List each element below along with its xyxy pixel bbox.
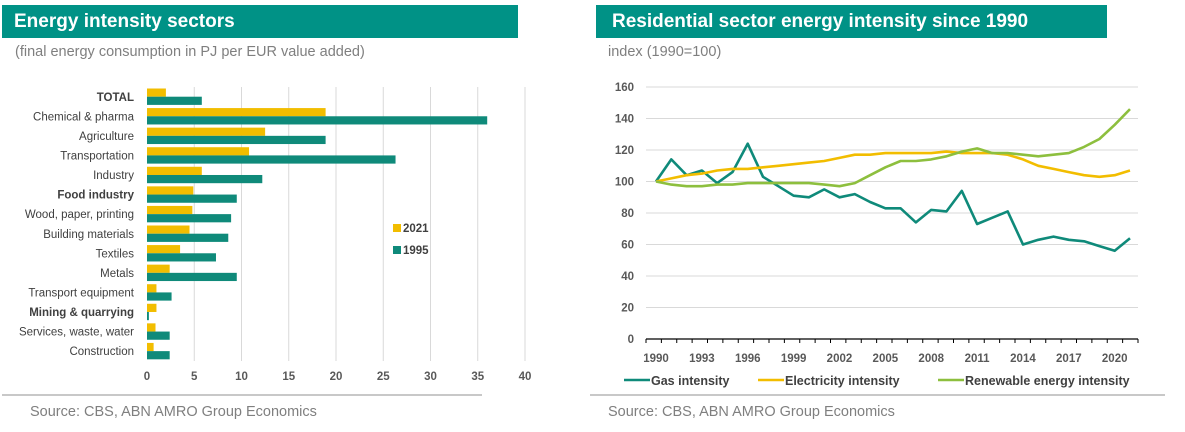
chart-title: Residential sector energy intensity sinc…: [596, 5, 1107, 38]
y-tick-label: 40: [621, 271, 634, 283]
bar-2021: [147, 303, 157, 312]
x-tick-label: 10: [235, 371, 248, 383]
bar-2021: [147, 147, 250, 156]
x-tick-label: 35: [471, 371, 484, 383]
y-tick-label: 100: [615, 177, 634, 189]
bar-2021: [147, 284, 157, 293]
category-label: Mining & quarrying: [29, 307, 134, 319]
x-tick-label: 1999: [781, 353, 807, 365]
bar-1995: [147, 155, 396, 164]
bar-2021: [147, 342, 154, 352]
bar-2021: [147, 108, 326, 117]
x-tick-label: 20: [330, 371, 343, 383]
category-label: Agriculture: [79, 131, 134, 143]
bar-1995: [147, 292, 172, 301]
category-label: Construction: [69, 346, 134, 358]
y-tick-label: 20: [621, 303, 634, 315]
source-divider: [2, 394, 482, 396]
x-tick-label: 15: [282, 371, 295, 383]
category-label: Textiles: [96, 248, 135, 260]
bar-2021: [147, 186, 194, 195]
x-tick-label: 0: [144, 371, 150, 383]
chart-subtitle: (final energy consumption in PJ per EUR …: [15, 44, 365, 60]
bar-2021: [147, 205, 193, 215]
x-tick-label: 40: [519, 371, 532, 383]
x-tick-label: 2005: [873, 353, 899, 365]
x-tick-label: 1993: [689, 353, 715, 365]
category-label: TOTAL: [97, 92, 134, 104]
residential-energy-intensity-panel: Residential sector energy intensity sinc…: [590, 0, 1185, 432]
x-tick-label: 5: [191, 371, 198, 383]
x-tick-label: 2008: [918, 353, 944, 365]
x-tick-label: 2017: [1056, 353, 1082, 365]
series-line-gas-intensity: [654, 142, 1131, 253]
y-tick-label: 120: [615, 145, 634, 157]
bar-1995: [147, 194, 237, 203]
bar-1995: [147, 214, 232, 223]
bar-1995: [147, 116, 488, 125]
legend-label: Electricity intensity: [785, 374, 900, 388]
bar-2021: [147, 166, 202, 175]
category-label: Building materials: [43, 229, 134, 241]
energy-intensity-sectors-panel: Energy intensity sectors (final energy c…: [0, 0, 560, 432]
category-label: Transport equipment: [28, 288, 134, 300]
chart-title: Energy intensity sectors: [2, 5, 518, 38]
x-tick-label: 2020: [1102, 353, 1128, 365]
bar-2021: [147, 245, 181, 254]
category-label: Metals: [100, 268, 134, 280]
source-note: Source: CBS, ABN AMRO Group Economics: [30, 404, 317, 420]
legend-label: 2021: [403, 223, 429, 235]
category-label: Services, waste, water: [19, 327, 134, 339]
y-tick-label: 80: [621, 208, 634, 220]
category-label: Food industry: [57, 190, 134, 202]
x-tick-label: 2014: [1010, 353, 1036, 365]
category-label: Wood, paper, printing: [25, 209, 134, 221]
line-chart: 0 20 40 60 80 100 120 140 160 1990 1993 1996 1999 200…: [615, 82, 1139, 388]
bar-2021: [147, 225, 190, 234]
y-tick-label: 140: [615, 114, 634, 126]
source-divider: [590, 394, 1165, 396]
legend-label: 1995: [403, 245, 429, 257]
y-tick-label: 60: [621, 240, 634, 252]
legend-label: Gas intensity: [651, 374, 730, 388]
legend-swatch-2021: [393, 224, 401, 232]
bar-1995: [147, 96, 202, 105]
chart-subtitle: index (1990=100): [608, 44, 722, 60]
x-tick-label: 1996: [735, 353, 761, 365]
bar-chart: 0 5 10 15 20 25 30 35 40 TOTAL Chemical & pharma Ag…: [19, 87, 532, 383]
x-tick-label: 2011: [965, 353, 991, 365]
x-tick-label: 1990: [643, 353, 669, 365]
bar-1995: [147, 174, 263, 184]
bar-2021: [147, 323, 156, 332]
y-tick-label: 160: [615, 82, 634, 94]
bar-1995: [147, 253, 216, 262]
bar-1995: [147, 233, 229, 242]
bar-1995: [147, 272, 237, 282]
x-tick-label: 2002: [827, 353, 853, 365]
series-line-electricity-intensity: [655, 150, 1131, 183]
source-note: Source: CBS, ABN AMRO Group Economics: [608, 404, 895, 420]
x-tick-label: 25: [377, 371, 390, 383]
category-label: Chemical & pharma: [33, 111, 135, 123]
bar-1995: [147, 135, 326, 145]
bar-1995: [147, 351, 170, 360]
bar-2021: [147, 88, 166, 97]
bar-2021: [147, 264, 170, 273]
legend-swatch-1995: [393, 246, 401, 254]
x-tick-label: 30: [424, 371, 437, 383]
bar-2021: [147, 127, 266, 136]
category-label: Industry: [93, 170, 134, 182]
bar-1995: [147, 331, 170, 340]
bar-1995: [147, 311, 149, 321]
y-tick-label: 0: [628, 334, 634, 346]
series-line-renewable-energy-intensity: [655, 108, 1131, 188]
category-label: Transportation: [60, 151, 134, 163]
legend-label: Renewable energy intensity: [965, 374, 1130, 388]
